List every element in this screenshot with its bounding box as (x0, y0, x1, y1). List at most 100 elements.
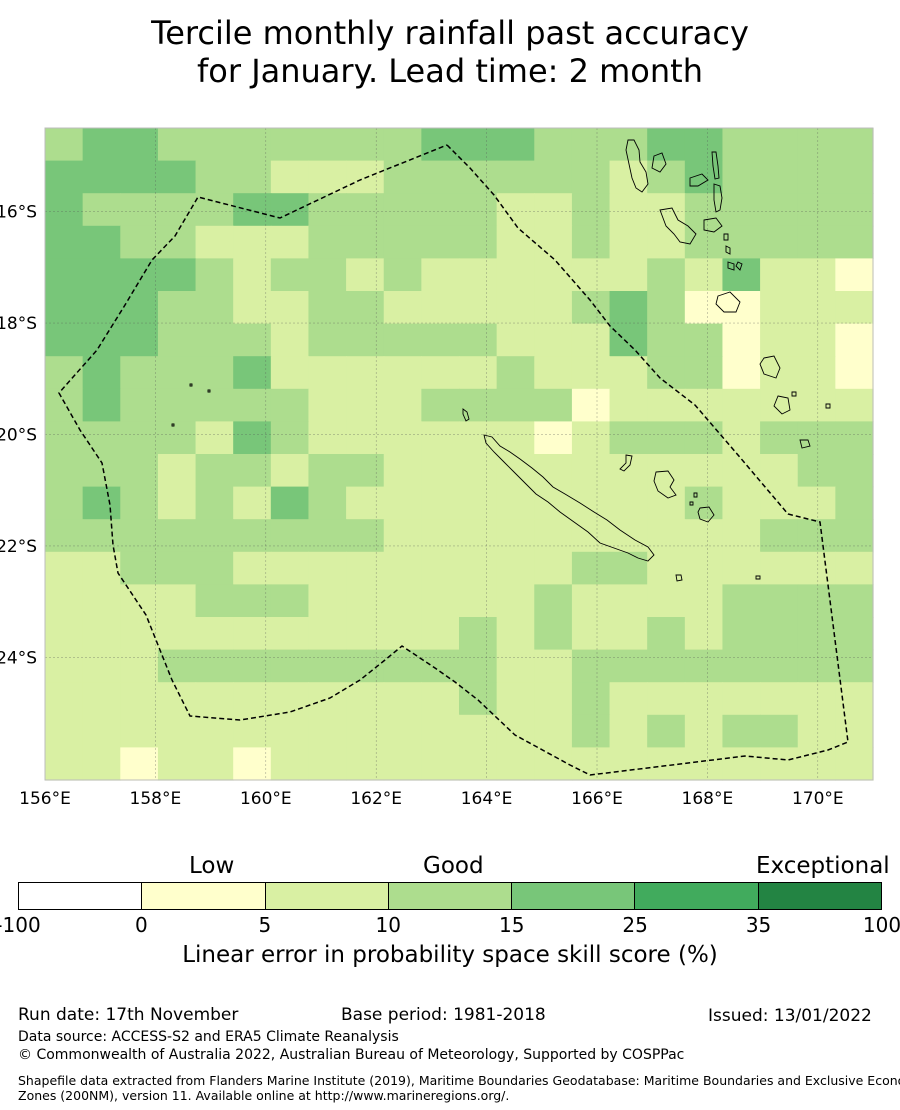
grid-cell (760, 682, 799, 716)
grid-cell (421, 421, 460, 455)
grid-cell (421, 584, 460, 618)
coastline-ouvea (619, 454, 633, 472)
lat-tick-label: 24°S (0, 648, 37, 668)
grid-cell (835, 454, 874, 488)
grid-cell (835, 193, 874, 227)
grid-cell (233, 128, 272, 162)
grid-cell (346, 323, 385, 357)
lon-tick-label: 170°E (792, 789, 844, 809)
title-line-2: for January. Lead time: 2 month (197, 52, 703, 90)
grid-cell (760, 584, 799, 618)
grid-cell (383, 356, 422, 390)
grid-cell (647, 519, 686, 553)
grid-cell (120, 291, 159, 325)
coastline-ambrym (703, 217, 723, 233)
title-line-1: Tercile monthly rainfall past accuracy (151, 14, 749, 52)
grid-cell (82, 454, 121, 488)
grid-cell (45, 486, 84, 520)
map-title: Tercile monthly rainfall past accuracy f… (0, 14, 900, 90)
grid-cell (195, 714, 234, 748)
copyright: © Commonwealth of Australia 2022, Austra… (18, 1047, 685, 1063)
grid-cell (534, 551, 573, 585)
grid-cell (722, 356, 761, 390)
grid-cell (233, 454, 272, 488)
colorbar-tick-label: 5 (258, 913, 272, 937)
grid-cell (496, 486, 535, 520)
grid-cell (835, 421, 874, 455)
grid-cell (647, 160, 686, 194)
colorbar-tick-label: 10 (375, 913, 402, 937)
grid-cell (459, 551, 498, 585)
grid-cell (346, 551, 385, 585)
coastline-ambae (689, 173, 709, 187)
grid-cell (496, 617, 535, 651)
grid-cell (609, 454, 648, 488)
grid-cell (459, 486, 498, 520)
grid-cell (346, 714, 385, 748)
grid-cell (270, 682, 310, 716)
grid-cell (797, 258, 836, 292)
grid-cell (233, 388, 272, 422)
grid-cell (534, 160, 573, 194)
lon-tick-label: 164°E (461, 789, 513, 809)
grid-cell (496, 388, 535, 422)
grid-cell (195, 617, 234, 651)
grid-cell (684, 388, 724, 422)
map-canvas: 156°E 158°E 160°E 162°E 164°E 166°E 168°E 170°E… (0, 127, 874, 809)
grid-cell (760, 128, 799, 162)
grid-cell (647, 291, 686, 325)
grid-cell (609, 747, 648, 781)
grid-cell (45, 193, 84, 227)
grid-cell (571, 551, 611, 585)
grid-cell (383, 258, 422, 292)
grid-cell (45, 584, 84, 618)
grid-cell (571, 160, 611, 194)
grid-cell (233, 160, 272, 194)
grid-cell (308, 551, 347, 585)
grid-cell (383, 128, 422, 162)
grid-cell (346, 356, 385, 390)
grid-cell (195, 128, 234, 162)
grid-cell (308, 682, 347, 716)
grid-cell (233, 291, 272, 325)
grid-cell (722, 421, 761, 455)
grid-cell (120, 584, 159, 618)
grid-cell (45, 682, 84, 716)
grid-cell (496, 356, 535, 390)
grid-cell (82, 225, 121, 259)
grid-cell (760, 356, 799, 390)
grid-cell (45, 291, 84, 325)
grid-cell (647, 551, 686, 585)
grid-cell (459, 356, 498, 390)
coastline-tongoa (727, 261, 735, 271)
grid-cell (722, 519, 761, 553)
grid-cell (459, 747, 498, 781)
grid-cell (45, 356, 84, 390)
grid-cell (496, 258, 535, 292)
grid-cell (534, 193, 573, 227)
grid-cell (421, 682, 460, 716)
grid-cell (609, 649, 648, 683)
grid-cell (534, 225, 573, 259)
grid-cell (571, 682, 611, 716)
grid-cell (82, 519, 121, 553)
coastline-belep (462, 408, 470, 422)
grid-cell (195, 421, 234, 455)
grid-cell (722, 486, 761, 520)
grid-cell (270, 747, 310, 781)
grid-cell (421, 617, 460, 651)
grid-cell (421, 128, 460, 162)
grid-cell (308, 649, 347, 683)
coastline-efate (715, 291, 741, 313)
grid-cell (383, 682, 422, 716)
grid-cell (609, 421, 648, 455)
grid-cell (609, 356, 648, 390)
coastline-pentecost (713, 183, 723, 213)
grid-cell (609, 388, 648, 422)
grid-cell (346, 193, 385, 227)
grid-cell (120, 714, 159, 748)
grid-cell (270, 193, 310, 227)
grid-cell (346, 584, 385, 618)
grid-cell (835, 356, 874, 390)
grid-cell (308, 421, 347, 455)
